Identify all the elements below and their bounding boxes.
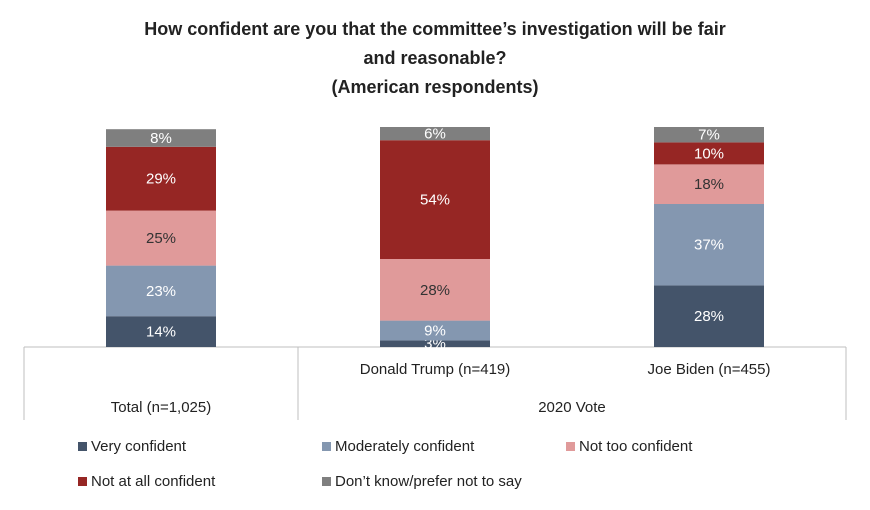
bar-segment bbox=[106, 146, 216, 211]
legend-label: Not at all confident bbox=[91, 473, 216, 490]
legend-swatch bbox=[78, 442, 87, 451]
bar-segment bbox=[654, 285, 764, 347]
data-label: 8% bbox=[150, 130, 172, 147]
bar-segment bbox=[380, 340, 490, 347]
data-label: 6% bbox=[424, 126, 446, 143]
legend-swatch bbox=[78, 477, 87, 486]
bar-segment bbox=[654, 204, 764, 286]
legend-swatch bbox=[322, 442, 331, 451]
legend-swatch bbox=[566, 442, 575, 451]
bar-segment bbox=[106, 265, 216, 317]
data-label: 37% bbox=[694, 237, 724, 254]
data-label: 7% bbox=[698, 127, 720, 144]
bar-segment bbox=[654, 164, 764, 204]
data-label: 54% bbox=[420, 192, 450, 209]
legend-label: Very confident bbox=[91, 438, 187, 455]
bar-segment bbox=[654, 142, 764, 165]
legend-label: Don’t know/prefer not to say bbox=[335, 473, 522, 490]
bar-segment bbox=[106, 129, 216, 147]
bar-segment bbox=[106, 316, 216, 347]
bar-segment bbox=[654, 127, 764, 143]
data-label: 10% bbox=[694, 145, 724, 162]
bar-segment bbox=[380, 127, 490, 141]
chart-title: How confident are you that the committee… bbox=[144, 19, 725, 39]
data-label: 25% bbox=[146, 230, 176, 247]
data-label: 28% bbox=[694, 308, 724, 325]
data-label: 23% bbox=[146, 283, 176, 300]
legend-label: Not too confident bbox=[579, 438, 693, 455]
bar-segment bbox=[380, 320, 490, 341]
data-label: 9% bbox=[424, 322, 446, 339]
chart-subtitle: (American respondents) bbox=[331, 77, 538, 97]
legend-swatch bbox=[322, 477, 331, 486]
bar-segment bbox=[106, 210, 216, 266]
group-label: 2020 Vote bbox=[538, 399, 606, 416]
data-label: 29% bbox=[146, 171, 176, 188]
x-tick-label: Joe Biden (n=455) bbox=[647, 361, 770, 378]
bar-segment bbox=[380, 140, 490, 259]
data-label: 28% bbox=[420, 282, 450, 299]
x-tick-label: Donald Trump (n=419) bbox=[360, 361, 511, 378]
legend-label: Moderately confident bbox=[335, 438, 475, 455]
data-label: 14% bbox=[146, 324, 176, 341]
x-tick-label: Total (n=1,025) bbox=[111, 399, 211, 416]
bar-segment bbox=[380, 259, 490, 321]
data-label: 18% bbox=[694, 176, 724, 193]
chart-title: and reasonable? bbox=[363, 48, 506, 68]
